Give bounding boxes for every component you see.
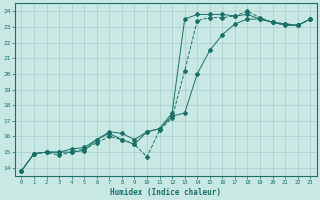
X-axis label: Humidex (Indice chaleur): Humidex (Indice chaleur)	[110, 188, 221, 197]
